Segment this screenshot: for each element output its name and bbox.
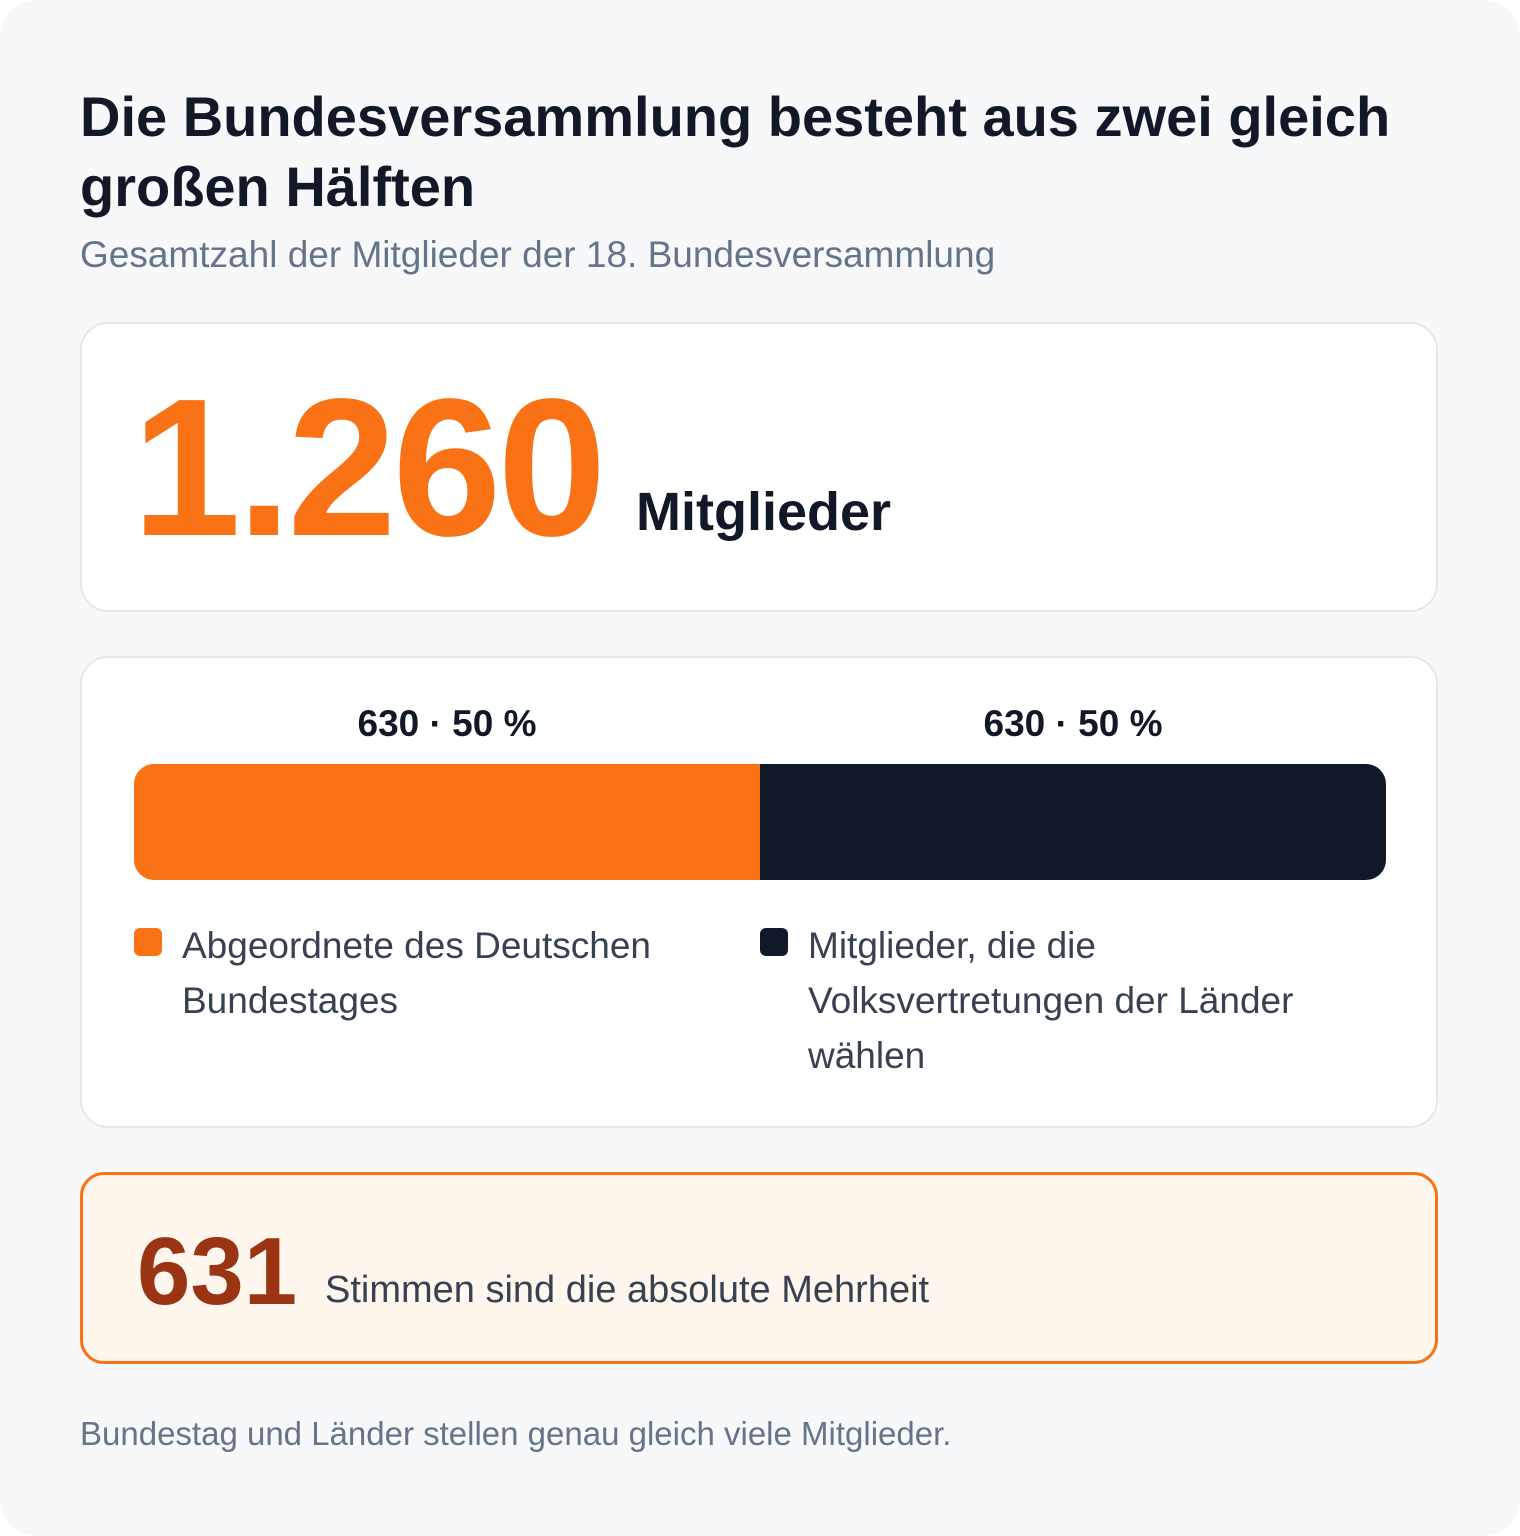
data-label-1: 630 · 50 % [357, 703, 537, 744]
majority-value: 631 [137, 1218, 298, 1325]
total-members-unit: Mitglieder [636, 482, 892, 542]
total-members-panel: 1.260 Mitglieder [80, 322, 1438, 612]
split-chart-panel: 630 · 50 % Abgeordnete des Deutschen Bund… [80, 656, 1438, 1128]
bar-segment-1 [134, 764, 760, 880]
bar-segment-2 [760, 764, 1386, 880]
footnote: Bundestag und Länder stellen genau gleic… [80, 1415, 952, 1452]
total-members-value: 1.260 [132, 358, 606, 577]
data-label-2: 630 · 50 % [983, 703, 1163, 744]
stacked-bar [134, 764, 1386, 880]
legend-swatch [760, 928, 788, 956]
majority-text: Stimmen sind die absolute Mehrheit [325, 1269, 930, 1311]
page-title: Die Bundesversammlung besteht aus zwei g… [80, 85, 1391, 218]
legend-label: Abgeordnete des Deutschen Bundestages [182, 925, 652, 1021]
legend-label: Mitglieder, die die Volksvertretungen de… [808, 925, 1294, 1076]
page-subtitle: Gesamtzahl der Mitglieder der 18. Bundes… [80, 234, 996, 275]
majority-panel: 631 Stimmen sind die absolute Mehrheit [80, 1172, 1438, 1364]
legend-swatch [134, 928, 162, 956]
